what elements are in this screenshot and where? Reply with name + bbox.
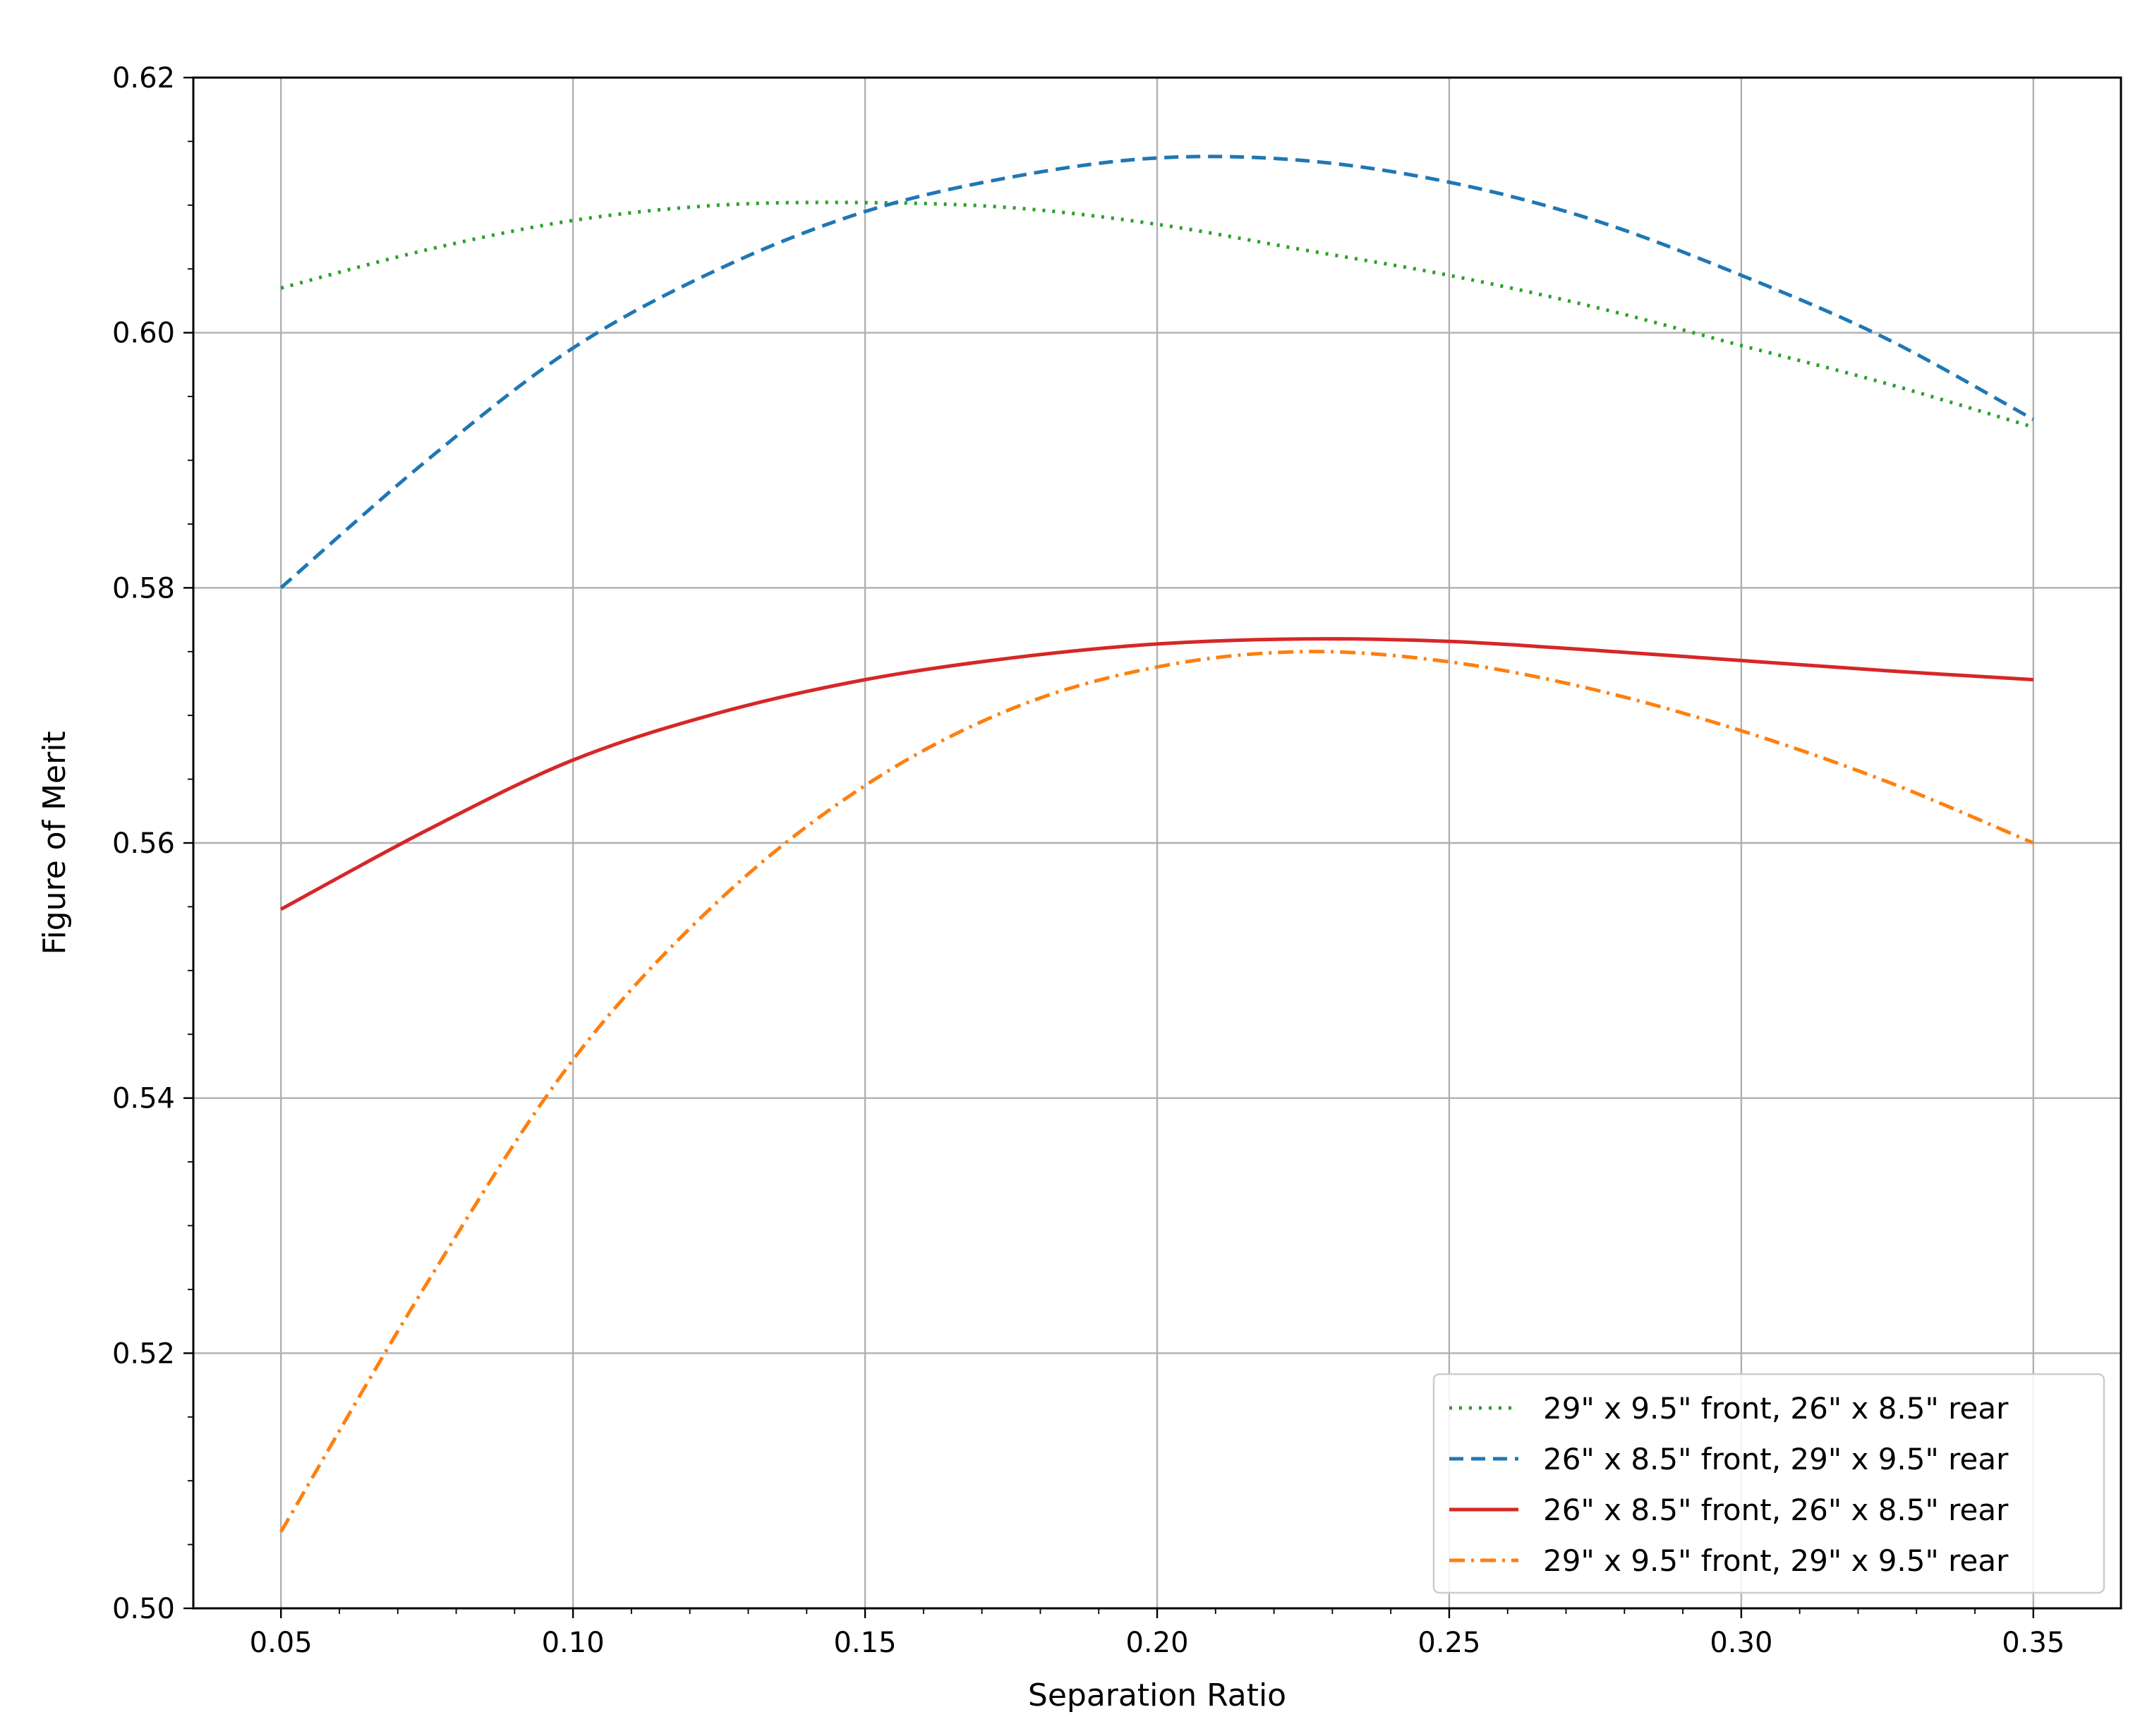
x-tick-label: 0.25 xyxy=(1417,1627,1480,1659)
y-tick-label: 0.62 xyxy=(112,62,175,95)
series-line-2 xyxy=(279,154,2035,590)
y-tick-label: 0.60 xyxy=(112,317,175,350)
y-tick-label: 0.52 xyxy=(112,1337,175,1370)
series-line-3 xyxy=(280,637,2033,911)
x-tick-label: 0.15 xyxy=(834,1627,897,1659)
series-lines xyxy=(279,154,2035,1533)
y-tick-label: 0.50 xyxy=(112,1593,175,1625)
x-tick-label: 0.30 xyxy=(1710,1627,1772,1659)
x-tick-label: 0.10 xyxy=(542,1627,605,1659)
legend-label: 29" x 9.5" front, 29" x 9.5" rear xyxy=(1543,1543,2009,1578)
y-tick-label: 0.58 xyxy=(112,572,175,605)
legend-label: 26" x 8.5" front, 29" x 9.5" rear xyxy=(1543,1442,2009,1476)
x-axis-title: Separation Ratio xyxy=(1028,1677,1286,1713)
x-tick-label: 0.35 xyxy=(2002,1627,2065,1659)
y-tick-label: 0.56 xyxy=(112,827,175,860)
legend-label: 26" x 8.5" front, 26" x 8.5" rear xyxy=(1543,1493,2009,1527)
x-tick-label: 0.05 xyxy=(250,1627,313,1659)
series-line-1 xyxy=(280,200,2034,429)
legend-label: 29" x 9.5" front, 26" x 8.5" rear xyxy=(1543,1391,2009,1426)
legend-box xyxy=(1432,1373,2105,1594)
y-axis-title: Figure of Merit xyxy=(37,731,73,954)
axis-ticks: 0.05 0.10 0.15 0.20 0.25 0.30 0.35 0.50 0.52 0.54… xyxy=(112,62,2065,1659)
y-tick-label: 0.54 xyxy=(112,1083,175,1115)
legend: 29" x 9.5" front, 26" x 8.5" rear 26" x 8… xyxy=(1432,1373,2105,1594)
x-tick-label: 0.20 xyxy=(1125,1627,1188,1659)
